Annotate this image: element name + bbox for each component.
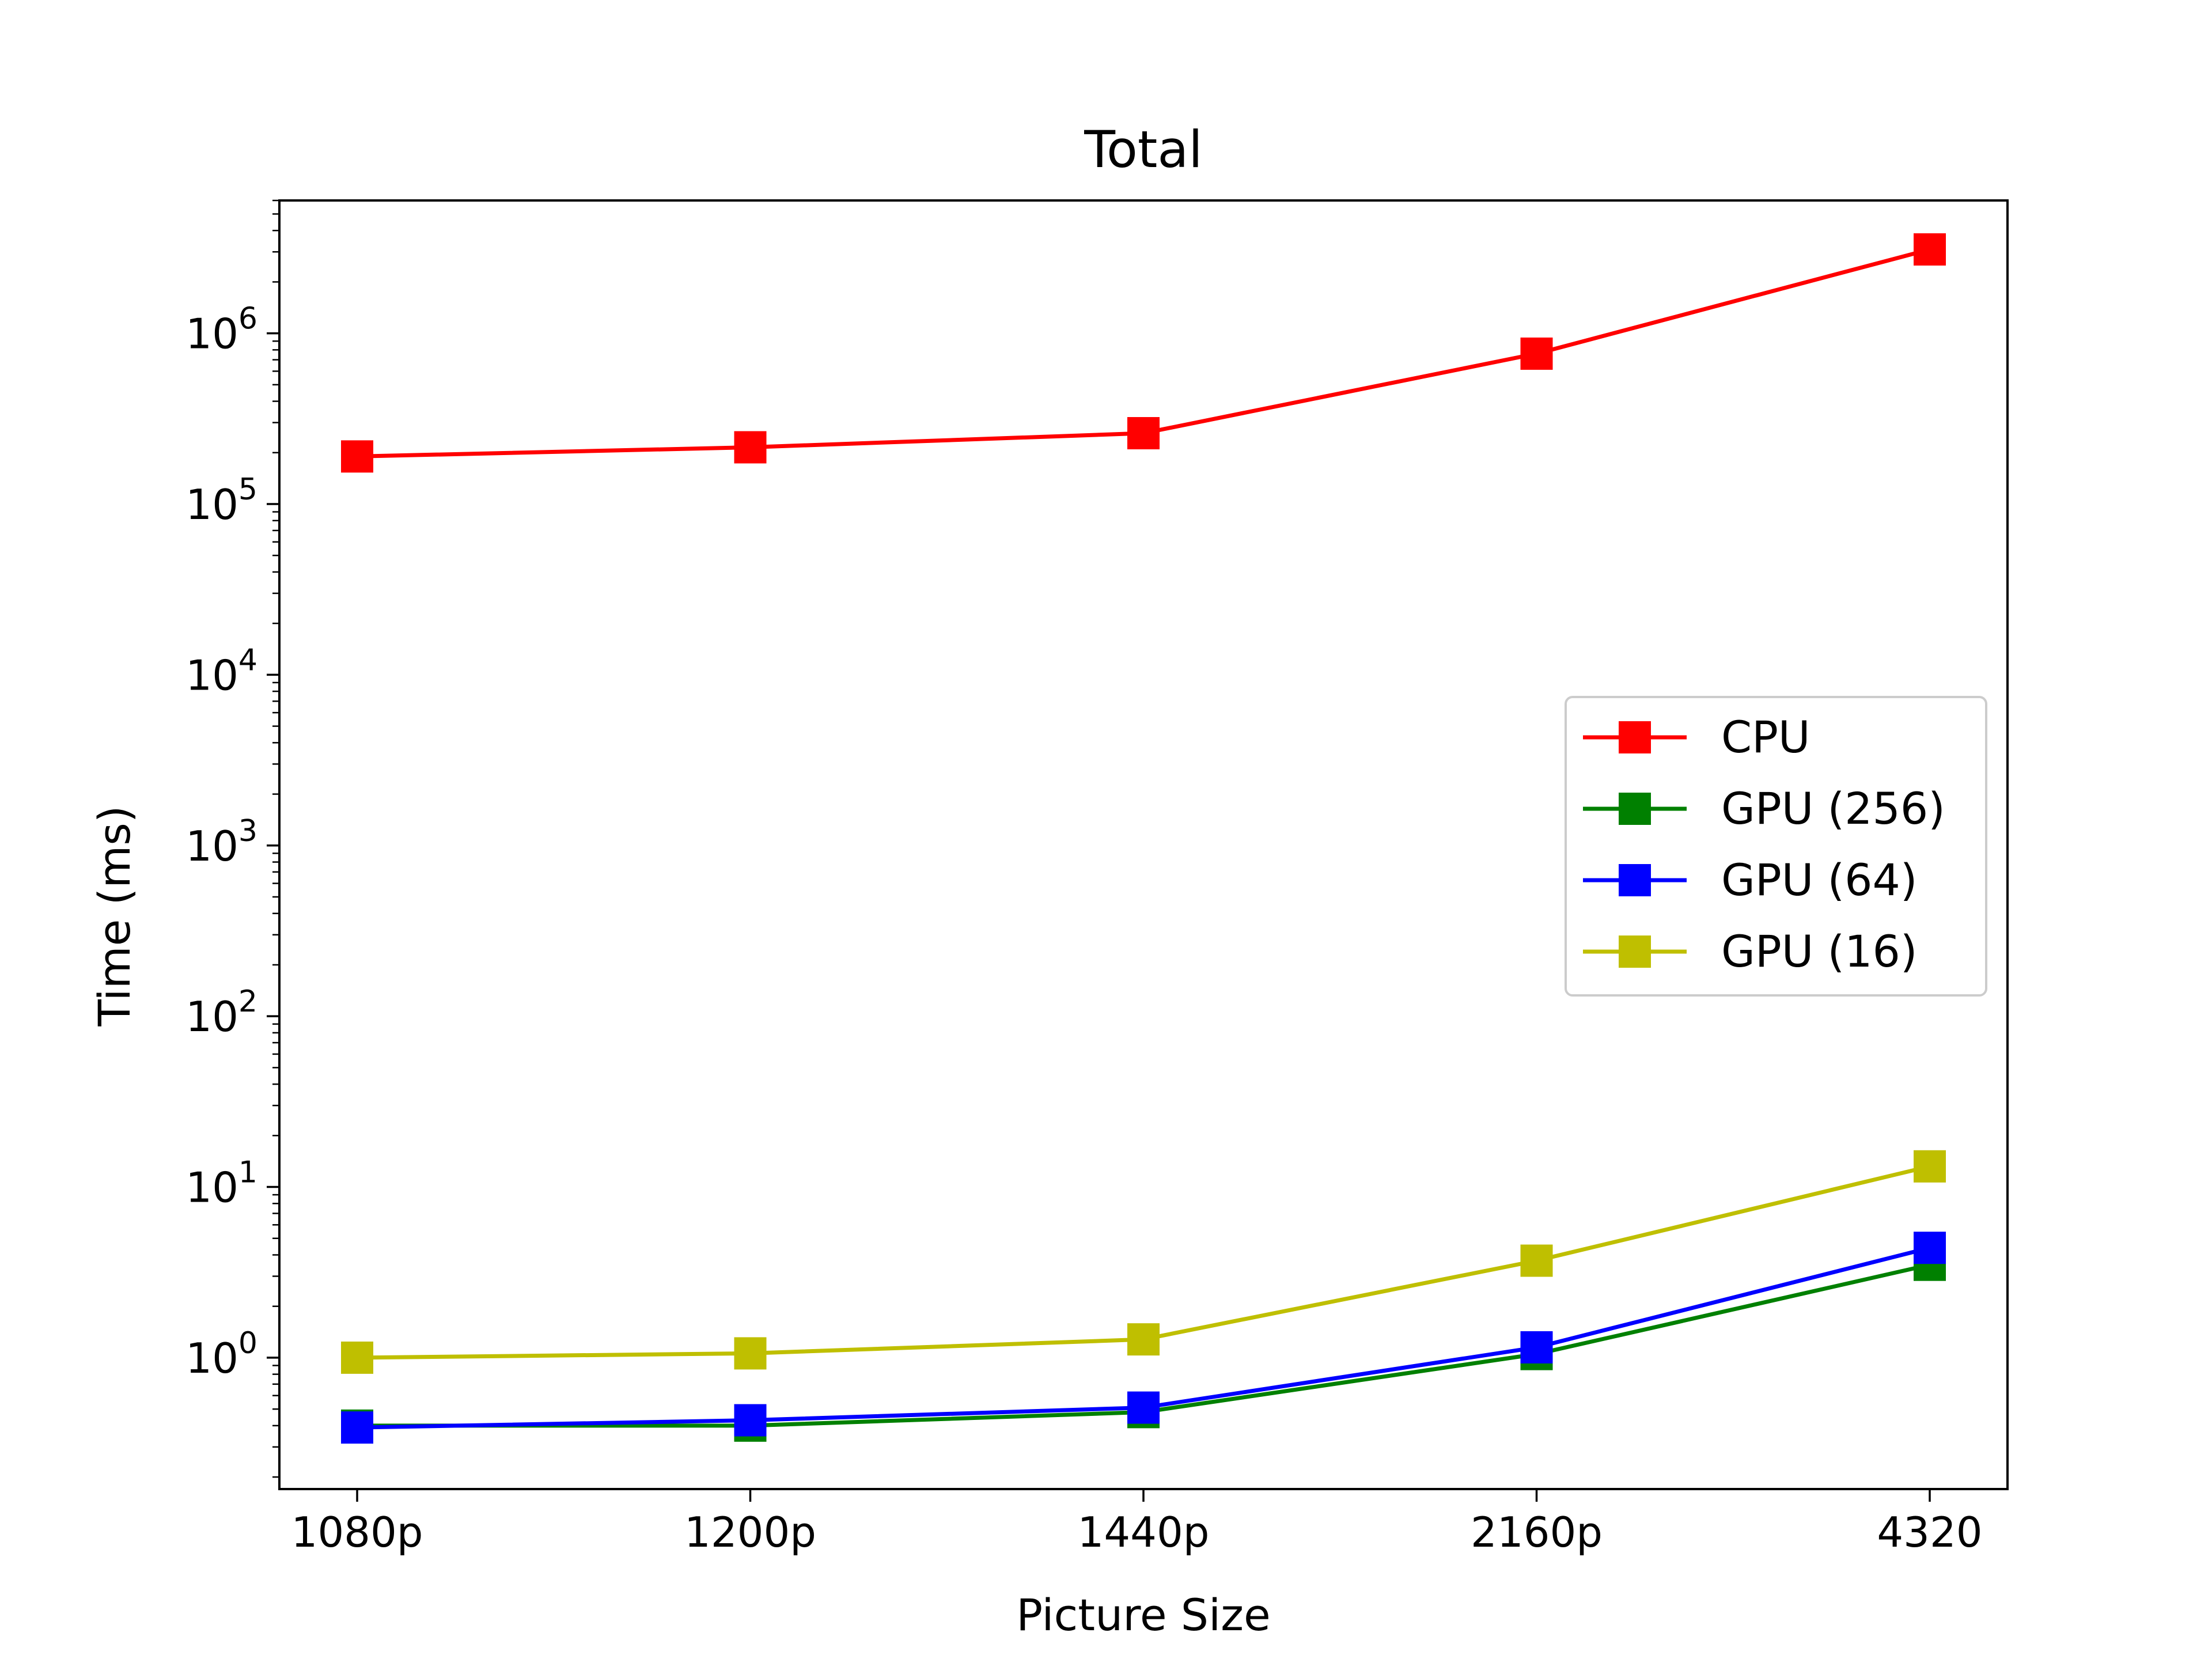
legend-marker — [1619, 935, 1651, 968]
legend-label: GPU (256) — [1721, 783, 1945, 834]
data-point — [1520, 1244, 1553, 1277]
data-point — [341, 440, 373, 473]
legend-label: GPU (64) — [1721, 854, 1918, 906]
y-tick-base: 10 — [185, 993, 238, 1041]
y-tick-label: 103 — [185, 814, 257, 870]
y-tick-exponent: 0 — [238, 1326, 257, 1361]
data-point — [1914, 233, 1946, 266]
series-0 — [341, 233, 1946, 473]
y-axis-label: Time (ms) — [89, 805, 140, 1027]
data-point — [1914, 1232, 1946, 1264]
y-tick-exponent: 3 — [238, 814, 257, 849]
series-2 — [341, 1232, 1946, 1444]
data-point — [1127, 1323, 1160, 1356]
y-tick-label: 101 — [185, 1156, 257, 1212]
y-tick-exponent: 1 — [238, 1156, 257, 1190]
chart-title: Total — [1084, 120, 1203, 179]
x-tick-label: 1080p — [291, 1508, 423, 1556]
x-axis-label: Picture Size — [1016, 1589, 1271, 1641]
data-point — [734, 1404, 767, 1437]
data-point — [734, 1337, 767, 1370]
y-tick-base: 10 — [185, 1164, 238, 1212]
legend: CPU GPU (256) GPU (64) GPU (16) — [1565, 696, 1987, 997]
legend-label: GPU (16) — [1721, 926, 1918, 977]
series-3 — [341, 1150, 1946, 1374]
y-tick-label: 102 — [185, 984, 257, 1041]
y-tick-base: 10 — [185, 1334, 238, 1382]
data-point — [1127, 1391, 1160, 1424]
legend-label: CPU — [1721, 711, 1810, 763]
y-tick-exponent: 4 — [238, 643, 257, 677]
y-tick-exponent: 2 — [238, 984, 257, 1019]
y-tick-label: 104 — [185, 643, 257, 699]
y-tick-label: 105 — [185, 472, 257, 529]
y-tick-exponent: 6 — [238, 302, 257, 336]
y-tick-label: 106 — [185, 302, 257, 358]
legend-marker — [1619, 793, 1651, 825]
x-tick-label: 2160p — [1471, 1508, 1603, 1556]
data-point — [341, 1411, 373, 1444]
x-tick-label: 1200p — [684, 1508, 816, 1556]
data-point — [341, 1341, 373, 1374]
data-point — [1520, 1331, 1553, 1363]
y-tick-exponent: 5 — [238, 472, 257, 507]
data-point — [1914, 1150, 1946, 1183]
data-point — [1520, 337, 1553, 370]
x-tick-label: 4320 — [1877, 1508, 1982, 1556]
legend-box — [1565, 696, 1987, 997]
y-tick-base: 10 — [185, 822, 238, 870]
data-point — [734, 431, 767, 464]
data-point — [1127, 417, 1160, 450]
y-tick-base: 10 — [185, 310, 238, 358]
y-tick-base: 10 — [185, 480, 238, 529]
y-tick-base: 10 — [185, 651, 238, 699]
x-tick-label: 1440p — [1078, 1508, 1210, 1556]
y-tick-label: 100 — [185, 1326, 257, 1382]
legend-marker — [1619, 864, 1651, 896]
legend-marker — [1619, 721, 1651, 753]
